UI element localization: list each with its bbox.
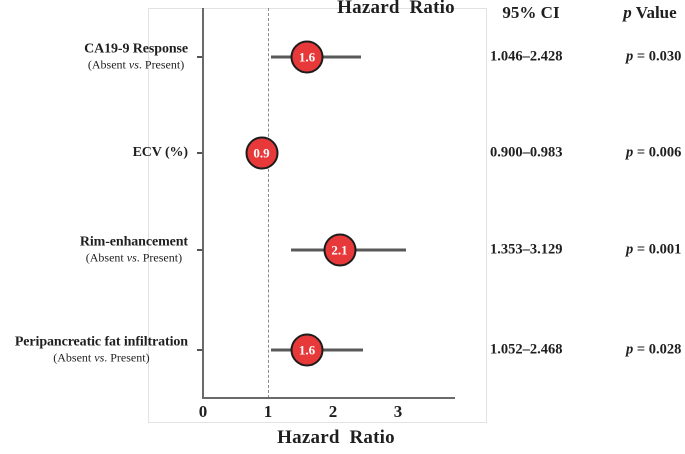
hr-marker: 0.9 [245, 136, 278, 170]
row-sublabel: (Absent vs. Present) [53, 350, 150, 365]
y-axis-line [202, 8, 204, 398]
row-label-block: Rim-enhancement (Absent vs. Present) [80, 235, 188, 266]
p-value: p = 0.030 [626, 48, 682, 65]
p-value: p = 0.006 [626, 144, 682, 161]
x-tick-label: 1 [263, 402, 273, 421]
hr-marker: 1.6 [290, 333, 324, 367]
plot-panel-border [148, 8, 487, 423]
y-axis-tick [197, 152, 202, 154]
ci-column-header: 95% CI [502, 3, 560, 22]
p-value: p = 0.001 [626, 241, 682, 258]
row-label-block: Peripancreatic fat infiltration (Absent v… [15, 335, 188, 366]
ci-value: 0.900–0.983 [490, 144, 563, 161]
row-sublabel: (Absent vs. Present) [85, 250, 183, 265]
ci-value: 1.046–2.428 [490, 48, 563, 65]
reference-line [267, 8, 269, 398]
row-label-block: ECV (%) [132, 144, 189, 161]
chart-title: Hazard Ratio [337, 0, 455, 18]
row-label: Peripancreatic fat infiltration [14, 334, 188, 350]
ci-value: 1.052–2.468 [490, 341, 563, 358]
y-axis-tick [197, 349, 202, 351]
row-label: Rim-enhancement [79, 234, 188, 250]
x-axis-label: Hazard Ratio [277, 427, 395, 448]
y-axis-tick [197, 249, 202, 251]
row-sublabel: (Absent vs. Present) [87, 57, 185, 72]
row-label: CA19-9 Response [84, 41, 188, 57]
x-tick-label: 3 [393, 402, 403, 421]
x-tick-label: 0 [198, 402, 208, 421]
p-column-header: p Value [623, 3, 676, 23]
x-tick-label: 2 [328, 402, 338, 421]
x-axis-line [202, 397, 455, 399]
p-header-italic: p [623, 3, 632, 22]
p-value: p = 0.028 [626, 341, 682, 358]
row-label: ECV (%) [132, 144, 189, 160]
hr-marker: 2.1 [323, 233, 356, 267]
y-axis-tick [197, 56, 202, 58]
ci-value: 1.353–3.129 [490, 241, 563, 258]
row-label-block: CA19-9 Response (Absent vs. Present) [84, 42, 188, 73]
hr-marker: 1.6 [290, 40, 324, 74]
p-header-rest: Value [631, 3, 677, 22]
